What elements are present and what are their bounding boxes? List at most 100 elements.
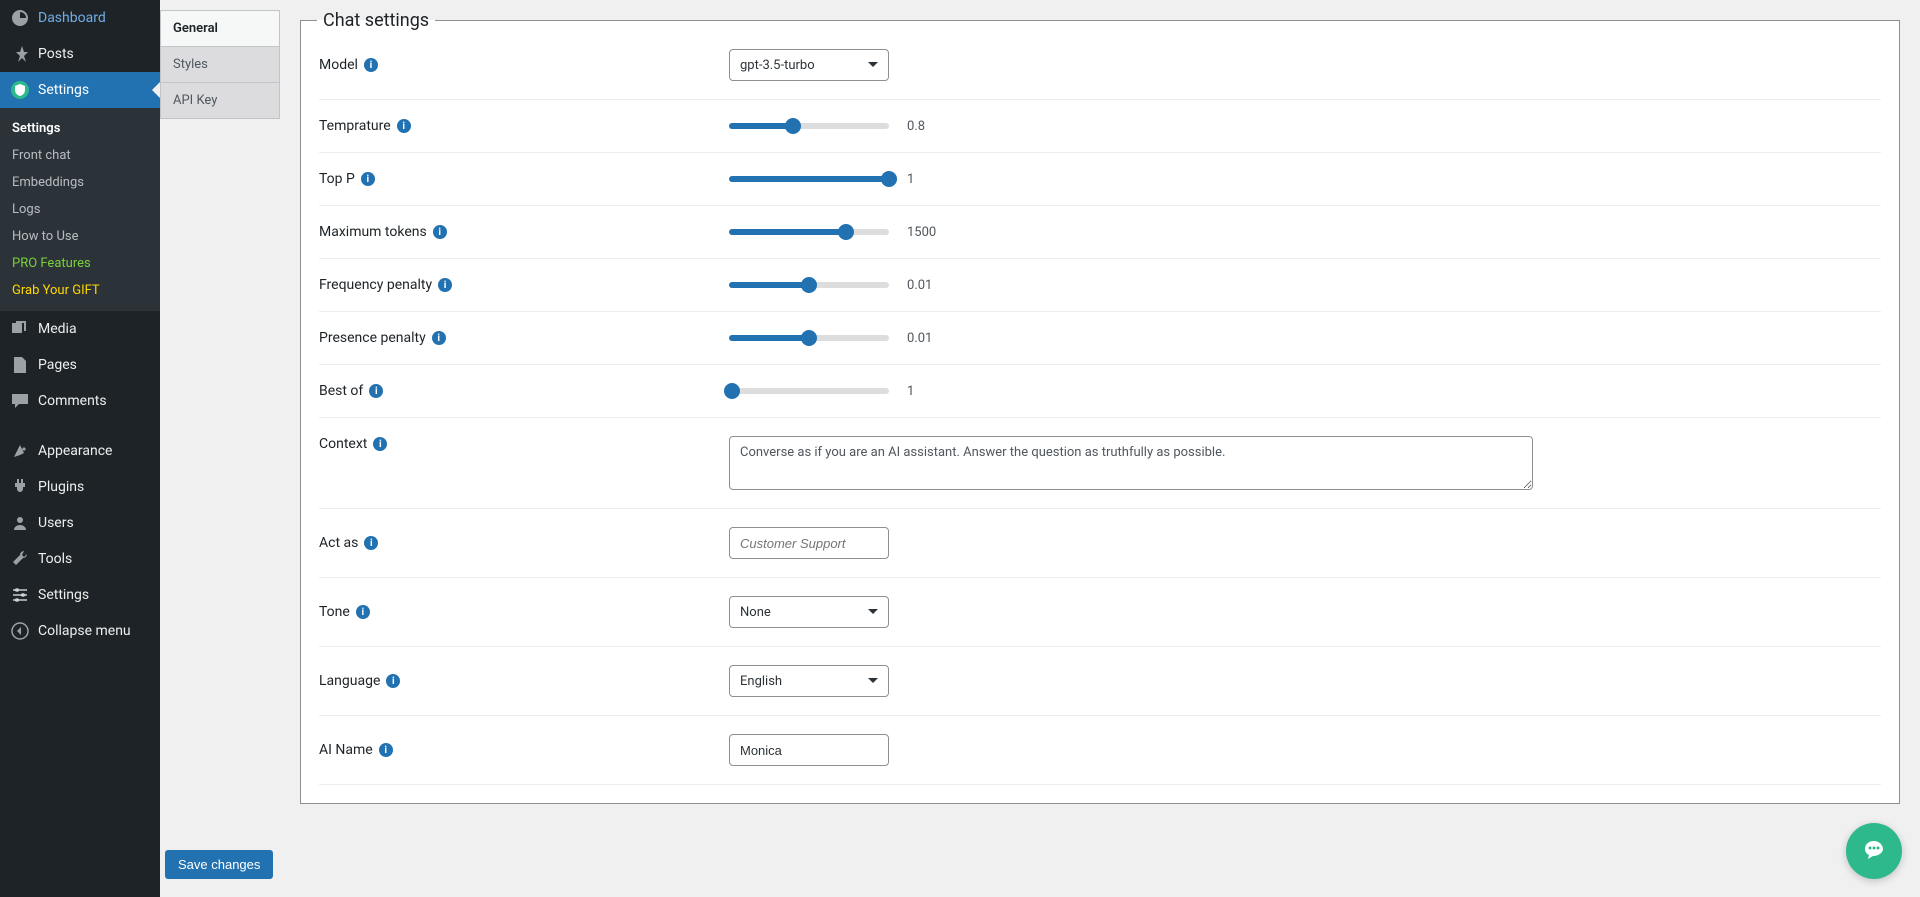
tab-api-key[interactable]: API Key xyxy=(160,82,280,119)
max-tokens-value: 1500 xyxy=(907,225,936,240)
submenu-item-settings[interactable]: Settings xyxy=(0,115,160,142)
top-p-value: 1 xyxy=(907,172,914,187)
sidebar-item-plugins[interactable]: Plugins xyxy=(0,469,160,505)
info-icon[interactable]: i xyxy=(433,225,447,239)
label-pres-penalty: Presence penalty xyxy=(319,330,426,346)
top-p-slider[interactable] xyxy=(729,176,889,182)
info-icon[interactable]: i xyxy=(438,278,452,292)
sidebar-label: Appearance xyxy=(38,443,112,459)
max-tokens-slider[interactable] xyxy=(729,229,889,235)
main-content: General Styles API Key Chat settings Mod… xyxy=(160,0,1920,897)
act-as-input[interactable] xyxy=(729,527,889,559)
fieldset-title: Chat settings xyxy=(317,10,435,31)
submenu-item-gift[interactable]: Grab Your GIFT xyxy=(0,277,160,304)
label-model: Model xyxy=(319,57,358,73)
submenu-item-pro[interactable]: PRO Features xyxy=(0,250,160,277)
sidebar-item-appearance[interactable]: Appearance xyxy=(0,433,160,469)
sidebar-item-dashboard[interactable]: Dashboard xyxy=(0,0,160,36)
info-icon[interactable]: i xyxy=(369,384,383,398)
plugins-icon xyxy=(10,477,30,497)
sidebar-item-settings-plugin[interactable]: Settings xyxy=(0,72,160,108)
users-icon xyxy=(10,513,30,533)
info-icon[interactable]: i xyxy=(386,674,400,688)
sidebar-item-posts[interactable]: Posts xyxy=(0,36,160,72)
tools-icon xyxy=(10,549,30,569)
shield-icon xyxy=(10,80,30,100)
row-tone: Tonei None xyxy=(319,578,1881,647)
temperature-slider[interactable] xyxy=(729,123,889,129)
sidebar-label: Posts xyxy=(38,46,74,62)
label-best-of: Best of xyxy=(319,383,363,399)
label-freq-penalty: Frequency penalty xyxy=(319,277,432,293)
best-of-slider[interactable] xyxy=(729,388,889,394)
tone-select[interactable]: None xyxy=(729,596,889,628)
submenu-item-embeddings[interactable]: Embeddings xyxy=(0,169,160,196)
row-ai-name: AI Name i xyxy=(319,716,1881,785)
label-ai-name: AI Name xyxy=(319,742,373,758)
row-temperature: Tempraturei 0.8 xyxy=(319,100,1881,153)
sidebar-item-collapse[interactable]: Collapse menu xyxy=(0,613,160,649)
best-of-value: 1 xyxy=(907,384,914,399)
label-top-p: Top P xyxy=(319,171,355,187)
sidebar-item-comments[interactable]: Comments xyxy=(0,383,160,419)
collapse-icon xyxy=(10,621,30,641)
tab-styles[interactable]: Styles xyxy=(160,46,280,83)
label-act-as: Act as xyxy=(319,535,358,551)
label-context: Context xyxy=(319,436,367,452)
save-button[interactable]: Save changes xyxy=(165,850,273,879)
comments-icon xyxy=(10,391,30,411)
info-icon[interactable]: i xyxy=(364,536,378,550)
info-icon[interactable]: i xyxy=(432,331,446,345)
submenu-item-front-chat[interactable]: Front chat xyxy=(0,142,160,169)
sidebar-label: Tools xyxy=(38,551,72,567)
freq-penalty-value: 0.01 xyxy=(907,278,932,293)
chat-settings-fieldset: Chat settings Modeli gpt-3.5-turbo Tempr… xyxy=(300,10,1900,804)
row-act-as: Act as i xyxy=(319,509,1881,578)
sidebar-label: Settings xyxy=(38,587,89,603)
sidebar-submenu: Settings Front chat Embeddings Logs How … xyxy=(0,108,160,311)
label-max-tokens: Maximum tokens xyxy=(319,224,427,240)
sidebar-item-media[interactable]: Media xyxy=(0,311,160,347)
row-model: Modeli gpt-3.5-turbo xyxy=(319,31,1881,100)
save-bar: Save changes xyxy=(165,850,273,879)
language-select[interactable]: English xyxy=(729,665,889,697)
row-best-of: Best of i 1 xyxy=(319,365,1881,418)
sidebar-item-settings[interactable]: Settings xyxy=(0,577,160,613)
info-icon[interactable]: i xyxy=(379,743,393,757)
model-select[interactable]: gpt-3.5-turbo xyxy=(729,49,889,81)
label-temperature: Temprature xyxy=(319,118,391,134)
pres-penalty-value: 0.01 xyxy=(907,331,932,346)
row-language: Language i English xyxy=(319,647,1881,716)
submenu-item-logs[interactable]: Logs xyxy=(0,196,160,223)
ai-name-input[interactable] xyxy=(729,734,889,766)
chat-float-button[interactable] xyxy=(1846,823,1902,879)
sidebar-item-users[interactable]: Users xyxy=(0,505,160,541)
freq-penalty-slider[interactable] xyxy=(729,282,889,288)
label-tone: Tone xyxy=(319,604,350,620)
info-icon[interactable]: i xyxy=(364,58,378,72)
settings-icon xyxy=(10,585,30,605)
info-icon[interactable]: i xyxy=(356,605,370,619)
sidebar-label: Settings xyxy=(38,82,89,98)
row-freq-penalty: Frequency penalty i 0.01 xyxy=(319,259,1881,312)
submenu-item-howto[interactable]: How to Use xyxy=(0,223,160,250)
label-language: Language xyxy=(319,673,380,689)
info-icon[interactable]: i xyxy=(373,437,387,451)
settings-tabs: General Styles API Key xyxy=(160,0,280,897)
info-icon[interactable]: i xyxy=(397,119,411,133)
row-context: Context i xyxy=(319,418,1881,509)
row-pres-penalty: Presence penalty i 0.01 xyxy=(319,312,1881,365)
tab-general[interactable]: General xyxy=(160,10,280,47)
context-textarea[interactable] xyxy=(729,436,1533,490)
pres-penalty-slider[interactable] xyxy=(729,335,889,341)
sidebar-item-tools[interactable]: Tools xyxy=(0,541,160,577)
sidebar-label: Collapse menu xyxy=(38,623,131,639)
sidebar-label: Pages xyxy=(38,357,77,373)
row-top-p: Top P i 1 xyxy=(319,153,1881,206)
media-icon xyxy=(10,319,30,339)
pages-icon xyxy=(10,355,30,375)
admin-sidebar: Dashboard Posts Settings Settings Front … xyxy=(0,0,160,897)
sidebar-item-pages[interactable]: Pages xyxy=(0,347,160,383)
info-icon[interactable]: i xyxy=(361,172,375,186)
sidebar-label: Plugins xyxy=(38,479,84,495)
